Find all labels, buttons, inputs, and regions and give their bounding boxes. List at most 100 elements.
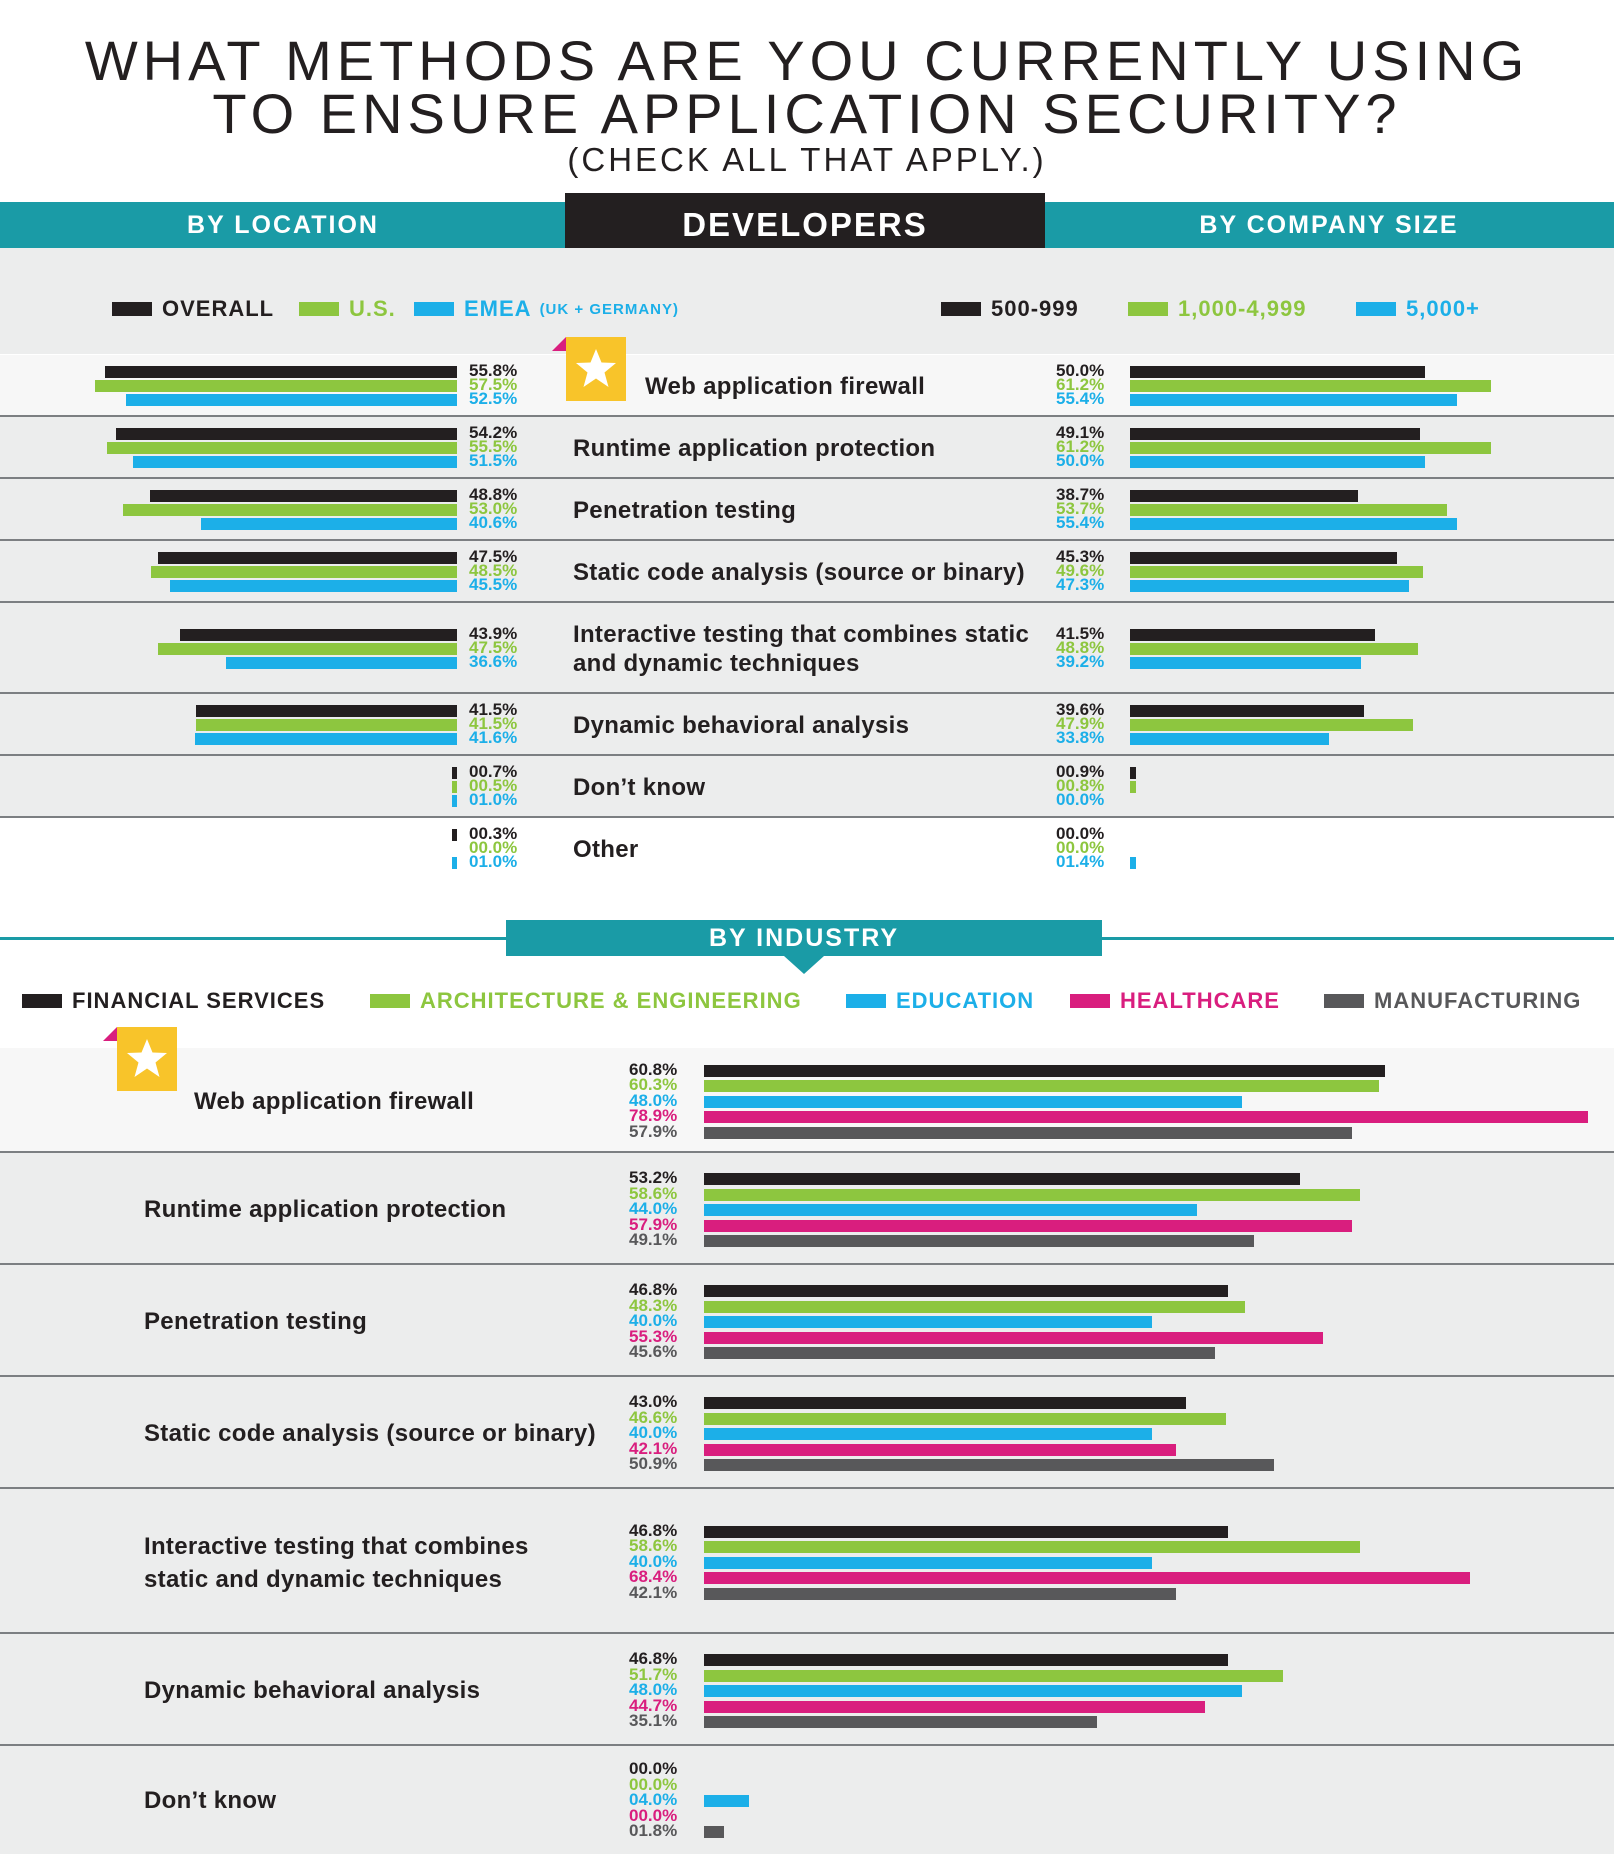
data-label: 04.0% (629, 1790, 678, 1809)
data-label: 68.4% (629, 1567, 678, 1586)
legend-label: FINANCIAL SERVICES (72, 988, 326, 1013)
legend-us: U.S. (299, 296, 396, 322)
data-label: 60.8% (629, 1059, 678, 1079)
legend-emea: EMEA (UK + GERMANY) (414, 296, 679, 322)
data-label: 45.3% (1056, 547, 1105, 566)
data-label: 61.2% (1056, 437, 1105, 456)
chart-subtitle: (CHECK ALL THAT APPLY.) (567, 141, 1047, 178)
data-label: 48.0% (629, 1090, 678, 1110)
data-label: 00.9% (1056, 762, 1105, 781)
data-label: 48.8% (469, 485, 518, 504)
data-label: 41.5% (469, 714, 518, 733)
bar (452, 829, 457, 841)
data-label: 46.8% (629, 1649, 678, 1668)
bar (704, 1669, 1284, 1682)
chart-title-line-2: TO ENSURE APPLICATION SECURITY? (212, 82, 1402, 145)
bar (201, 518, 457, 530)
data-label: 01.0% (469, 790, 518, 809)
data-label: 47.5% (469, 547, 518, 566)
data-label: 39.6% (1056, 700, 1105, 719)
data-label: 41.5% (469, 700, 518, 719)
data-label: 00.8% (1056, 776, 1105, 795)
row-label: Runtime application protection (144, 1196, 507, 1223)
data-label: 01.8% (629, 1821, 678, 1840)
bar (1130, 719, 1413, 731)
bar (704, 1219, 1353, 1232)
data-label: 00.7% (469, 762, 518, 781)
legend-label: OVERALL (162, 296, 275, 321)
chart-row: Web application firewall 55.8% 57.5% 52.5% 5… (0, 355, 1614, 417)
data-label: 58.6% (629, 1536, 678, 1555)
bar (1130, 394, 1457, 406)
data-label: 33.8% (1056, 728, 1105, 747)
data-label: 49.6% (1056, 561, 1105, 580)
chart-row: Runtime application protection 54.2% 55.5%… (0, 417, 1614, 479)
row-label: Penetration testing (573, 497, 797, 524)
bar (704, 1428, 1152, 1440)
bar (704, 1654, 1229, 1666)
bar (704, 1111, 1588, 1123)
bar (704, 1331, 1324, 1344)
data-label: 57.9% (629, 1121, 678, 1141)
data-label: 01.4% (1056, 852, 1105, 871)
legend-swatch (299, 302, 339, 316)
bar (151, 566, 457, 578)
data-label: 41.5% (1056, 623, 1105, 643)
data-label: 00.0% (469, 838, 518, 857)
bar (704, 1173, 1300, 1185)
highlight-corner (103, 1027, 117, 1041)
data-label: 50.0% (1056, 451, 1105, 470)
data-label: 49.1% (629, 1230, 678, 1249)
data-label: 49.1% (1056, 423, 1105, 442)
legend-architecture-engineering: ARCHITECTURE & ENGINEERING (370, 988, 802, 1014)
legend-swatch (22, 994, 62, 1008)
chart-row: Don’t know 00.7% 00.5% 01.0% 00.9% 00.8% 00.0% (0, 756, 1614, 818)
row-label: Interactive testing that combines static… (144, 1532, 529, 1593)
legend-label: 1,000-4,999 (1178, 296, 1307, 321)
data-label: 46.8% (629, 1520, 678, 1540)
data-label: 53.7% (1056, 499, 1105, 518)
bar (704, 1459, 1275, 1471)
chart-row: Penetration testing 46.8% 48.3% 40.0% 55.3% 4… (0, 1265, 1614, 1377)
data-label: 61.2% (1056, 375, 1105, 394)
data-label: 54.2% (469, 423, 518, 442)
row-label: Don’t know (573, 774, 706, 801)
data-label: 51.5% (469, 451, 518, 470)
chart-row: Runtime application protection 53.2% 58.6%… (0, 1153, 1614, 1265)
bar (704, 1587, 1176, 1600)
legend-swatch (1324, 994, 1364, 1008)
bar (1130, 380, 1492, 392)
legend-label: 500-999 (991, 296, 1079, 321)
data-label: 36.6% (469, 651, 518, 671)
row-label: Don’t know (144, 1787, 277, 1814)
bar (704, 1347, 1215, 1359)
bar (123, 504, 457, 516)
bar (1130, 767, 1136, 779)
data-label: 58.6% (629, 1183, 678, 1203)
bar (704, 1685, 1242, 1697)
legend-zone (0, 248, 1614, 354)
data-label: 00.0% (1056, 790, 1105, 809)
legend-500-999: 500-999 (941, 296, 1079, 322)
data-label: 45.5% (469, 575, 518, 594)
row-label: Penetration testing (144, 1308, 368, 1335)
data-label: 39.2% (1056, 651, 1105, 671)
chart-row: Don’t know 00.0% 00.0% 04.0% 00.0% 01.8% (0, 1746, 1614, 1854)
chart-row: Dynamic behavioral analysis 41.5% 41.5% 41.… (0, 694, 1614, 756)
bar (704, 1126, 1353, 1139)
bar (1130, 733, 1330, 745)
legend-healthcare: HEALTHCARE (1070, 988, 1280, 1014)
data-label: 50.0% (1056, 361, 1105, 380)
data-label: 48.5% (469, 561, 518, 580)
bar (704, 1064, 1385, 1077)
bar (157, 552, 457, 564)
data-label: 48.0% (629, 1680, 678, 1699)
row-label: Dynamic behavioral analysis (573, 712, 910, 739)
data-label: 01.0% (469, 852, 518, 871)
row-label: Runtime application protection (573, 435, 936, 462)
bar (195, 719, 457, 731)
data-label: 48.3% (629, 1295, 678, 1315)
bar (704, 1316, 1152, 1328)
legend-label: EDUCATION (896, 988, 1035, 1013)
data-label: 40.0% (629, 1423, 678, 1442)
